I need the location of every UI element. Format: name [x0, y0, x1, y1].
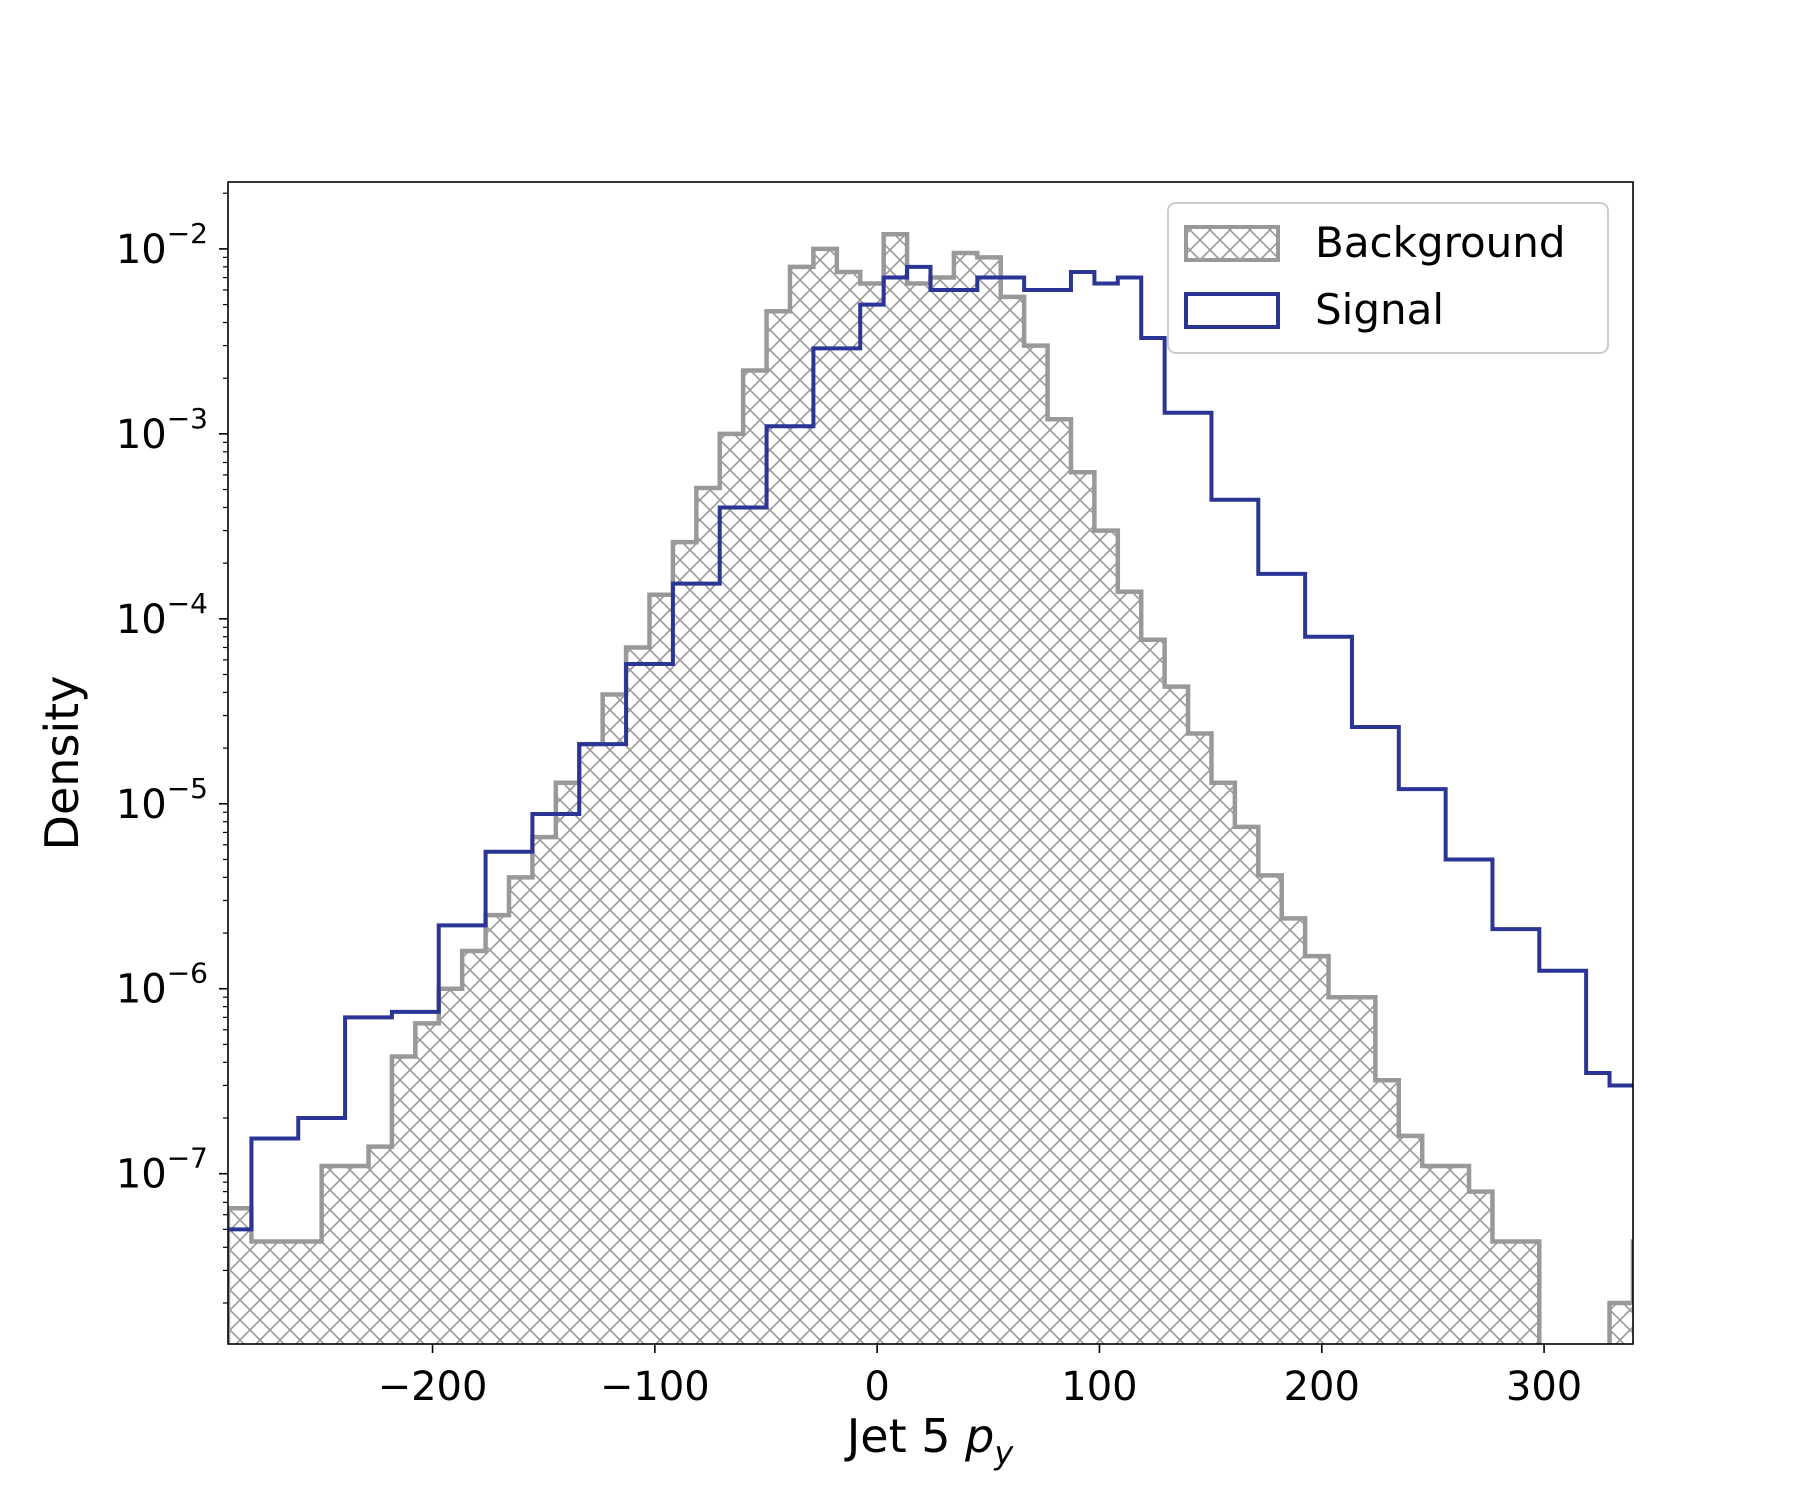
legend-swatch-background [1184, 225, 1280, 262]
x-tick-label: −100 [600, 1364, 710, 1410]
x-axis: −200 −100 0 100 200 300 [378, 1344, 1582, 1410]
y-tick-label: 10−2 [116, 217, 208, 273]
legend-swatch-signal [1184, 292, 1280, 329]
x-tick-label: −200 [378, 1364, 488, 1410]
y-tick-label: 10−5 [116, 772, 208, 828]
background-series [228, 232, 1633, 1344]
legend-label-signal: Signal [1315, 285, 1444, 334]
x-tick-label: 100 [1061, 1364, 1137, 1410]
x-tick-label: 300 [1506, 1364, 1582, 1410]
signal-series [228, 264, 1633, 1232]
y-tick-label: 10−6 [116, 957, 208, 1013]
y-tick-label: 10−4 [116, 587, 208, 643]
x-tick-label: 200 [1284, 1364, 1360, 1410]
y-tick-label: 10−7 [116, 1142, 208, 1198]
x-tick-label: 0 [864, 1364, 889, 1410]
legend-label-background: Background [1315, 218, 1566, 267]
y-axis-label: Density [35, 676, 89, 851]
background-histogram [228, 232, 1633, 1344]
y-tick-label: 10−3 [116, 402, 208, 458]
y-axis: 10−2 10−3 10−4 10−5 10−6 10−7 [116, 192, 228, 1304]
plot-area [228, 232, 1633, 1344]
plot-frame [227, 181, 1634, 1345]
x-axis-label: Jet 5 py [844, 1409, 1015, 1472]
signal-histogram [228, 264, 1633, 1232]
legend: Background Signal [1167, 202, 1609, 354]
